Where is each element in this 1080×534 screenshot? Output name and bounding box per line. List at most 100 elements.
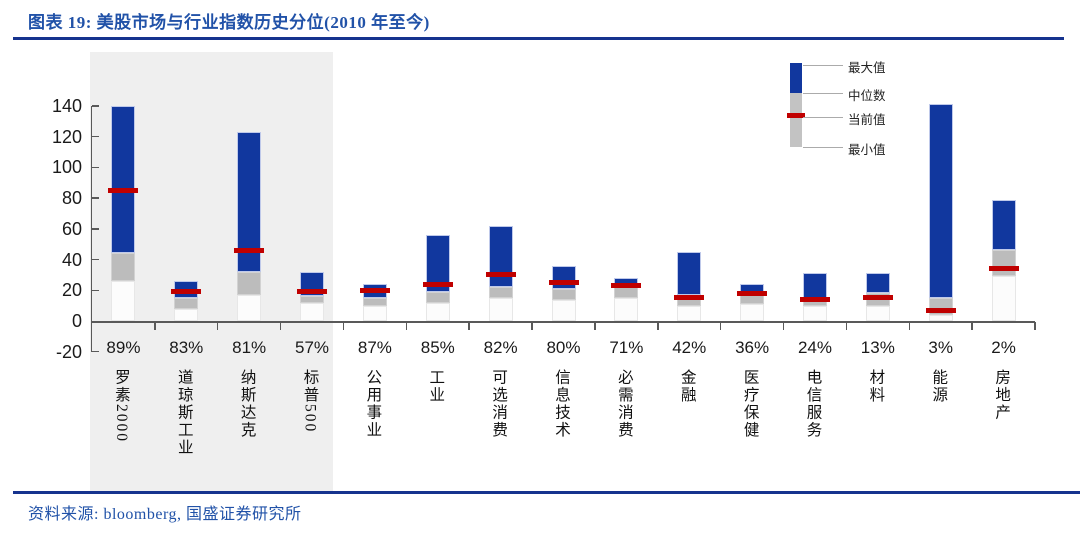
legend-current-marker: [787, 113, 805, 118]
bar-current-marker: [234, 247, 265, 253]
bar-median-max-segment: [551, 265, 576, 289]
bar-current-marker: [988, 266, 1019, 272]
x-tick: [782, 322, 785, 330]
bar-median-max-segment: [928, 104, 953, 298]
percentile-label: 57%: [295, 338, 330, 357]
x-tick: [845, 322, 848, 330]
x-tick: [1034, 322, 1036, 330]
x-tick: [216, 322, 219, 330]
x-tick: [594, 322, 596, 330]
bar-median-max-segment: [865, 273, 890, 294]
category-label: 金融: [678, 369, 696, 404]
category-label: 罗素2000: [112, 369, 130, 443]
bar-current-marker: [485, 272, 516, 278]
bar-base-segment: [237, 294, 262, 321]
bar-current-marker: [422, 281, 453, 287]
bar-base-segment: [488, 297, 513, 321]
legend-connector: [803, 65, 843, 66]
legend-minmax-segment: [790, 93, 802, 147]
bar-median-max-segment: [111, 106, 136, 254]
legend-sample-bar: [787, 63, 805, 147]
category-label: 纳斯达克: [238, 369, 256, 439]
percentile-label: 36%: [735, 338, 770, 357]
x-tick: [719, 322, 722, 330]
bar-current-marker: [548, 280, 579, 286]
legend-connector: [803, 147, 843, 148]
figure-title: 图表 19: 美股市场与行业指数历史分位(2010 年至今): [28, 13, 430, 32]
x-tick: [342, 322, 345, 330]
y-tick-label: 60: [61, 218, 82, 239]
category-label: 房地产: [993, 369, 1011, 422]
category-label: 电信服务: [804, 369, 822, 439]
bar-current-marker: [171, 289, 202, 295]
y-tick: [92, 135, 99, 138]
x-tick: [154, 322, 156, 330]
x-tick: [657, 322, 659, 330]
chart-area: -20 0 20 40 60 80 100 120 140 89% 罗素2000 83% 道琼斯工业 8…: [0, 44, 1080, 491]
y-tick-label: 0: [71, 311, 82, 331]
x-axis-line: [92, 321, 1035, 323]
y-tick: [92, 228, 99, 230]
category-label: 材料: [867, 369, 885, 404]
percentile-label: 3%: [928, 338, 953, 357]
y-tick-label: 40: [61, 249, 82, 270]
bar-base-segment: [300, 302, 325, 321]
bar-min-median-segment: [237, 271, 262, 295]
bar-base-segment: [111, 281, 136, 321]
bar-min-median-segment: [425, 291, 450, 303]
x-tick: [531, 322, 533, 330]
bar-base-segment: [174, 308, 199, 321]
legend-connector: [803, 117, 843, 118]
bar-current-marker: [799, 297, 830, 302]
bar-min-median-segment: [488, 287, 513, 298]
footer-rule: [13, 491, 1080, 494]
bar-min-median-segment: [551, 288, 576, 300]
bar-base-segment: [362, 305, 387, 321]
category-label: 道琼斯工业: [175, 369, 193, 457]
category-label: 信息技术: [553, 369, 570, 439]
x-tick: [405, 322, 408, 330]
percentile-label: 42%: [672, 338, 707, 357]
percentile-label: 89%: [106, 338, 141, 357]
x-tick: [971, 322, 973, 330]
bar-median-max-segment: [677, 251, 702, 295]
bar-base-segment: [802, 305, 827, 321]
percentile-label: 87%: [357, 338, 392, 357]
bar-base-segment: [614, 297, 639, 321]
bar-current-marker: [108, 187, 139, 193]
category-label: 必需消费: [615, 369, 633, 439]
bar-current-marker: [611, 283, 642, 289]
bar-current-marker: [297, 289, 328, 295]
category-label: 能源: [930, 369, 948, 404]
y-axis-foot-tick: [92, 350, 99, 353]
percentile-label: 13%: [860, 338, 895, 357]
y-tick-label: 120: [51, 126, 82, 147]
legend-connector: [803, 93, 843, 94]
bar-min-median-segment: [362, 297, 387, 306]
percentile-label: 85%: [420, 338, 455, 357]
y-tick: [92, 197, 99, 199]
percentile-label: 81%: [232, 338, 267, 357]
x-tick: [468, 322, 470, 330]
bar-min-median-segment: [174, 297, 199, 309]
legend-item-current: 当前值: [848, 113, 886, 127]
percentile-label: 80%: [546, 338, 581, 357]
y-tick-label: -20: [55, 341, 82, 362]
bar-current-marker: [862, 295, 893, 301]
category-label: 可选消费: [490, 369, 508, 439]
bar-min-median-segment: [300, 296, 325, 303]
legend-item-max: 最大值: [848, 61, 886, 75]
bar-median-max-segment: [802, 273, 827, 298]
bar-median-max-segment: [488, 225, 513, 288]
bar-current-marker: [674, 295, 705, 301]
y-tick: [92, 289, 99, 292]
y-tick-label: 80: [61, 188, 82, 209]
source-note: 资料来源: bloomberg, 国盛证券研究所: [28, 506, 302, 523]
percentile-label: 2%: [991, 338, 1016, 357]
legend-item-median: 中位数: [848, 89, 886, 103]
percentile-label: 71%: [609, 338, 644, 357]
bar-base-segment: [928, 314, 953, 321]
y-tick-label: 100: [51, 157, 82, 178]
bar-base-segment: [865, 305, 890, 321]
